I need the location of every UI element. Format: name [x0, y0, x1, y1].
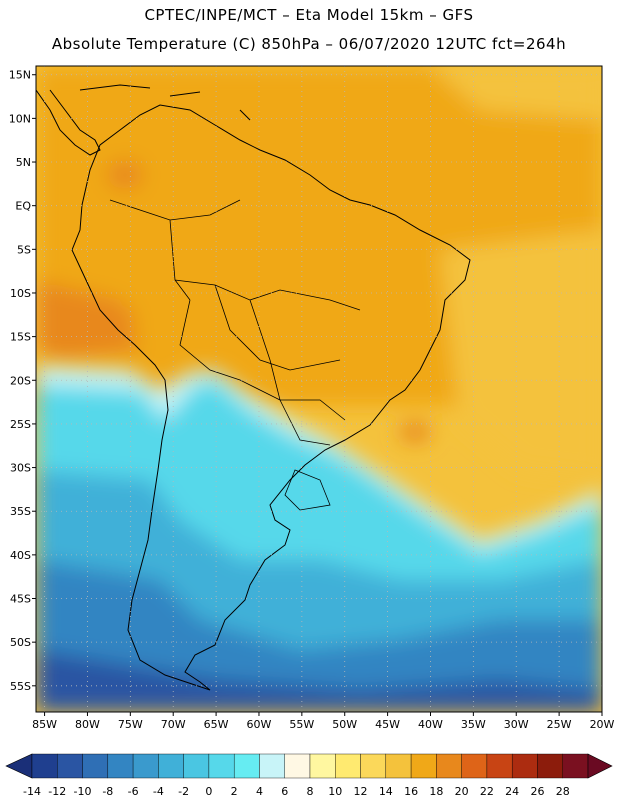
colorbar-cell [410, 753, 437, 779]
atlantic-warm-zone [440, 230, 602, 480]
colorbar-label: -6 [128, 785, 139, 798]
lat-label: 35S [10, 505, 31, 518]
colorbar-label: 10 [328, 785, 342, 798]
lon-label: 75W [118, 718, 143, 731]
colorbar-label: -2 [178, 785, 189, 798]
cold-region-core [36, 650, 602, 712]
andes-hotspot [107, 161, 143, 189]
lon-label: 70W [161, 718, 186, 731]
colorbar-cell [158, 753, 184, 779]
colorbar-label: 8 [307, 785, 314, 798]
lat-label: 50S [10, 636, 31, 649]
colorbar-cell [31, 753, 58, 779]
colorbar-cell [107, 753, 134, 779]
caribbean-islands [79, 84, 251, 121]
colorbar-cell [284, 753, 311, 779]
lat-label: 5S [17, 243, 31, 256]
colorbar-max-arrow [587, 753, 613, 779]
colorbar-cell [233, 753, 260, 779]
title-line-1: CPTEC/INPE/MCT – Eta Model 15km – GFS [144, 6, 474, 24]
lat-label: 10S [10, 287, 31, 300]
lon-label: 40W [418, 718, 443, 731]
colorbar-label: 12 [354, 785, 368, 798]
coastlines [36, 84, 471, 691]
lon-label: 20W [590, 718, 615, 731]
lat-label: 20S [10, 374, 31, 387]
lon-label: 45W [375, 718, 400, 731]
colorbar-cell [57, 753, 83, 779]
lat-label: 15S [10, 331, 31, 344]
colorbar-label: 18 [429, 785, 443, 798]
colorbar-cell [461, 753, 488, 779]
colorbar-label: 22 [480, 785, 494, 798]
colorbar-cell [309, 753, 336, 779]
colorbar-label: -12 [48, 785, 66, 798]
lon-label: 80W [75, 718, 100, 731]
colorbar-label: -8 [102, 785, 113, 798]
lon-label: 50W [332, 718, 357, 731]
lon-label: 55W [289, 718, 314, 731]
colorbar-label: 4 [256, 785, 263, 798]
colorbar-label: 2 [231, 785, 238, 798]
colorbar-label: 26 [530, 785, 544, 798]
colorbar-label: 28 [556, 785, 570, 798]
colorbar-label: -4 [153, 785, 164, 798]
lon-label: 65W [204, 718, 229, 731]
colorbar-label: -10 [74, 785, 92, 798]
colorbar-cell [335, 753, 361, 779]
map-frame [35, 65, 603, 713]
colorbar-cell [183, 753, 210, 779]
country-borders [109, 199, 361, 511]
south-america-coast [71, 104, 471, 691]
peru-hotspot [55, 300, 135, 340]
colorbar-cell [436, 753, 462, 779]
colorbar-label: 6 [281, 785, 288, 798]
colorbar-cell [537, 753, 563, 779]
colorbar-cell [486, 753, 513, 779]
colorbar: -14 -12 -10 -8 -6 -4 -2 0 2 4 6 8 10 12 14 16 18 20 22 24 26… [5, 753, 613, 798]
lat-label: 10N [9, 112, 31, 125]
south-atlantic-hotspot [399, 422, 431, 442]
colorbar-cell [562, 753, 589, 779]
colorbar-label: 14 [379, 785, 393, 798]
colorbar-cell [132, 753, 159, 779]
lat-label: EQ [15, 200, 31, 213]
colorbar-cell [360, 753, 387, 779]
colorbar-cell [511, 753, 538, 779]
colorbar-cell [259, 753, 285, 779]
lat-label: 25S [10, 418, 31, 431]
lat-label: 5N [16, 156, 31, 169]
colorbar-cell [82, 753, 109, 779]
lat-label: 15N [9, 69, 31, 82]
lon-label: 85W [32, 718, 57, 731]
lon-label: 60W [247, 718, 272, 731]
central-america-coast [36, 89, 101, 156]
lat-label: 30S [10, 462, 31, 475]
lat-label: 45S [10, 593, 31, 606]
lon-label: 25W [547, 718, 572, 731]
colorbar-label: 0 [205, 785, 212, 798]
colorbar-label: -14 [23, 785, 41, 798]
colorbar-cell [208, 753, 235, 779]
colorbar-cell [385, 753, 412, 779]
lon-label: 35W [461, 718, 486, 731]
colorbar-label: 16 [404, 785, 418, 798]
lat-label: 55S [10, 680, 31, 693]
colorbar-min-arrow [5, 753, 33, 779]
temperature-map: 15N 10N 5N EQ 5S 10S 15S 20S 25S 30S 35S 40S 45S 50S 5… [9, 65, 615, 731]
lat-label: 40S [10, 549, 31, 562]
lon-label: 30W [504, 718, 529, 731]
title-line-2: Absolute Temperature (C) 850hPa – 06/07/… [51, 35, 567, 53]
colorbar-label: 24 [505, 785, 519, 798]
colorbar-label: 20 [455, 785, 469, 798]
